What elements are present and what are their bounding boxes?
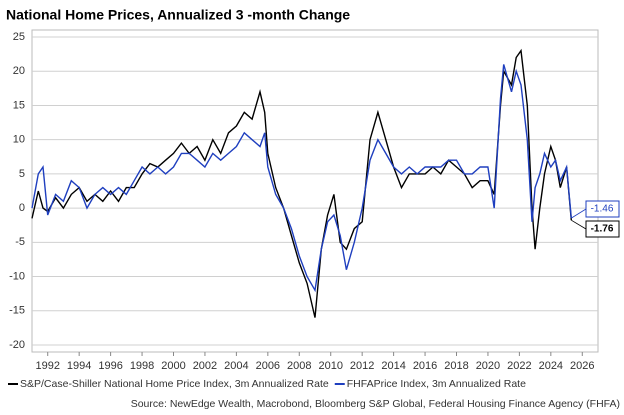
x-tick-label: 2006 (256, 360, 280, 372)
y-tick-label: 10 (13, 134, 25, 146)
series-line (31, 64, 572, 293)
legend-label: FHFAPrice Index, 3m Annualized Rate (347, 378, 526, 390)
x-tick-label: 1998 (130, 360, 154, 372)
x-tick-label: 2018 (444, 360, 468, 372)
y-tick-label: 0 (19, 202, 25, 214)
end-label-box (585, 200, 620, 218)
x-tick-label: 2014 (381, 360, 405, 372)
end-label: -1.76 (591, 224, 614, 235)
y-tick-label: 15 (13, 99, 25, 111)
x-tick-label: 1992 (35, 360, 59, 372)
y-tick-label: 20 (13, 65, 25, 77)
end-label-box (585, 220, 620, 238)
x-tick-label: 2008 (287, 360, 311, 372)
y-tick-label: -5 (15, 236, 25, 248)
y-tick-label: -10 (9, 270, 25, 282)
plot-frame (31, 29, 599, 353)
x-tick-label: 2000 (161, 360, 185, 372)
end-label-connector (571, 208, 587, 219)
x-tick-label: 2022 (507, 360, 531, 372)
x-tick-label: 2016 (413, 360, 437, 372)
y-tick-label: -15 (9, 305, 25, 317)
chart-title: National Home Prices, Annualized 3 -mont… (6, 7, 350, 23)
x-tick-label: 2024 (539, 360, 563, 372)
x-tick-label: 1996 (98, 360, 122, 372)
y-tick-label: -20 (9, 339, 25, 351)
series-line (31, 48, 572, 318)
end-label: -1.46 (591, 204, 614, 215)
x-tick-label: 2012 (350, 360, 374, 372)
end-label-connector (571, 219, 587, 230)
source-note: Source: NewEdge Wealth, Macrobond, Bloom… (131, 398, 620, 410)
x-tick-label: 2020 (476, 360, 500, 372)
x-tick-label: 2004 (224, 360, 248, 372)
x-tick-label: 2010 (318, 360, 342, 372)
legend-label: S&P/Case-Shiller National Home Price Ind… (20, 378, 329, 390)
y-tick-label: 25 (13, 31, 25, 43)
x-tick-label: 2026 (570, 360, 594, 372)
x-tick-label: 2002 (193, 360, 217, 372)
x-tick-label: 1994 (67, 360, 91, 372)
y-tick-label: 5 (19, 168, 25, 180)
